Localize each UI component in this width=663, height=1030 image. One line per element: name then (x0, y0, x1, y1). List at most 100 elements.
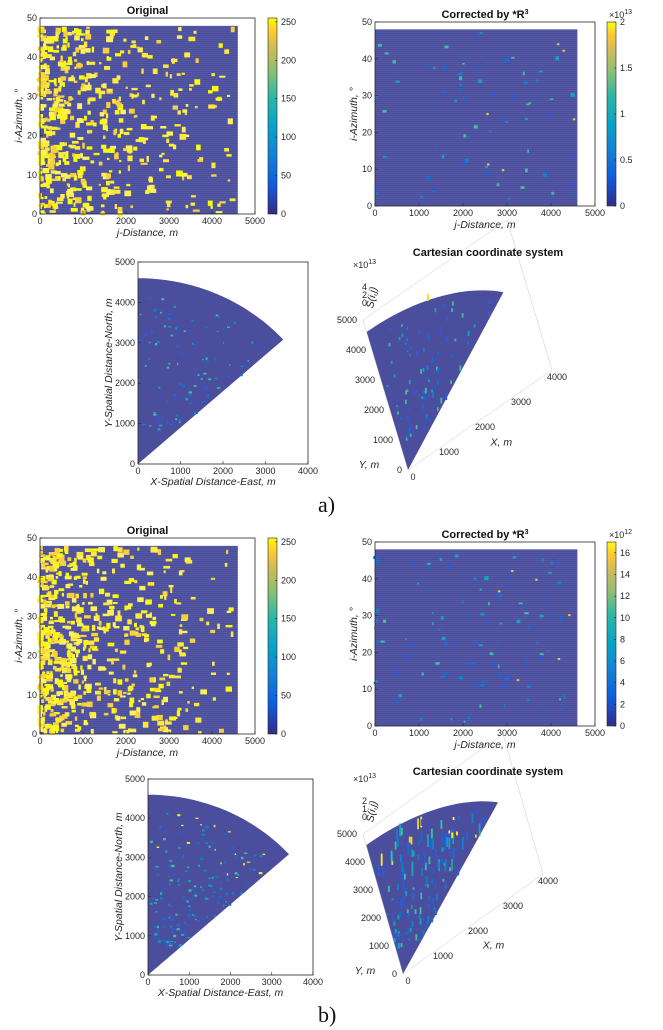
heatmap-cell (54, 566, 58, 572)
heatmap-cell (67, 60, 73, 66)
bar-3d (442, 303, 445, 309)
heatmap-cell (208, 90, 213, 94)
sector-cell (157, 938, 160, 941)
bar-3d (415, 934, 418, 941)
heatmap-cell (159, 167, 164, 172)
bar-3d (467, 340, 469, 345)
bar-3d (398, 943, 400, 949)
heatmap-cell (163, 565, 171, 569)
heatmap-cell (42, 671, 46, 677)
sector-cell (155, 316, 158, 318)
heatmap-cell (56, 45, 59, 49)
bar-3d (405, 931, 408, 935)
heatmap-cell (131, 93, 134, 99)
bar-3d (440, 397, 443, 404)
heatmap-cell (130, 728, 137, 733)
heatmap-cell (38, 28, 45, 32)
heatmap-cell (69, 187, 73, 194)
sector-cell (158, 423, 162, 425)
sector-cell (177, 924, 181, 927)
colorbar-tick-label: 0 (620, 721, 625, 731)
sector-cell (156, 846, 160, 848)
heatmap-cell (206, 621, 210, 626)
sector-cell (191, 319, 194, 322)
y-tick-label: 20 (362, 647, 372, 657)
heatmap-cell (39, 167, 42, 170)
bar-3d (401, 324, 403, 327)
sector-cell (186, 842, 190, 844)
heatmap-cell (75, 29, 82, 35)
bar-3d (400, 899, 402, 906)
heatmap-cell (61, 722, 67, 727)
heatmap-row-lines (40, 545, 238, 734)
heatmap-cell (77, 103, 83, 110)
sector-cell (198, 864, 200, 867)
heatmap-cell (149, 677, 156, 683)
heatmap-cell (152, 68, 158, 74)
sector-cell (182, 934, 186, 936)
heatmap-cell (229, 198, 236, 202)
heatmap-cell (66, 183, 70, 186)
heatmap-cell (72, 153, 76, 157)
heatmap-cell (73, 696, 79, 701)
heatmap-cell (135, 627, 140, 631)
sector-cell (188, 391, 192, 394)
heatmap-cell (38, 584, 43, 588)
heatmap-cell (60, 194, 65, 199)
heatmap-cell (160, 126, 167, 129)
heatmap-cell (69, 132, 76, 138)
sector-cell (168, 326, 172, 328)
heatmap-cell (85, 683, 92, 689)
heatmap-cell (114, 189, 121, 194)
heatmap-cell (65, 699, 70, 702)
heatmap-cell (52, 97, 56, 100)
bar-3d (411, 861, 414, 874)
heatmap-cell (74, 724, 79, 728)
heatmap-cell (81, 702, 87, 707)
heatmap-cell (569, 184, 574, 188)
sector-cell (200, 886, 203, 889)
heatmap-cell (51, 157, 54, 162)
bar-3d (423, 390, 425, 394)
heatmap-cell (124, 605, 132, 610)
heatmap-cell (452, 643, 456, 647)
heatmap-cell (64, 67, 69, 74)
bar-3d (406, 436, 409, 439)
sector-cell (158, 429, 161, 431)
heatmap-cell (417, 582, 420, 585)
heatmap-cell (99, 112, 105, 117)
heatmap-cell (93, 637, 100, 642)
sector-cell (153, 413, 157, 416)
sector-cell (172, 312, 175, 314)
heatmap-cell (60, 62, 66, 69)
sector-cell (188, 394, 192, 397)
sector-cell (182, 385, 185, 388)
bar-3d (458, 815, 460, 822)
heatmap-cell (444, 45, 449, 49)
heatmap-cell (129, 93, 132, 97)
x-tick-label: 3000 (497, 208, 517, 218)
heatmap-cell (58, 103, 65, 107)
heatmap-cell (78, 174, 83, 179)
bar-3d (428, 866, 431, 871)
bar-3d (402, 896, 405, 901)
heatmap-cell (166, 175, 171, 179)
sector-cell (179, 383, 182, 385)
heatmap-cell (41, 699, 45, 703)
heatmap-cell (91, 46, 95, 53)
heatmap-cell (55, 667, 61, 672)
heatmap-cell (101, 187, 108, 193)
y-tick-label: 30 (27, 611, 37, 621)
bar-3d (401, 333, 404, 337)
heatmap-cell (50, 170, 57, 174)
heatmap-cell (53, 712, 60, 715)
heatmap-cell (47, 158, 54, 161)
y-axis-label: Y-Spatial Distance-North, m (103, 298, 115, 428)
sector-cell (158, 386, 161, 389)
heatmap-cell (87, 195, 92, 201)
heatmap-cell (71, 598, 77, 603)
y-tick-label: 4000 (125, 813, 145, 823)
heatmap-cell (462, 56, 465, 58)
heatmap-cell (149, 687, 156, 692)
sector-cell (193, 885, 197, 888)
